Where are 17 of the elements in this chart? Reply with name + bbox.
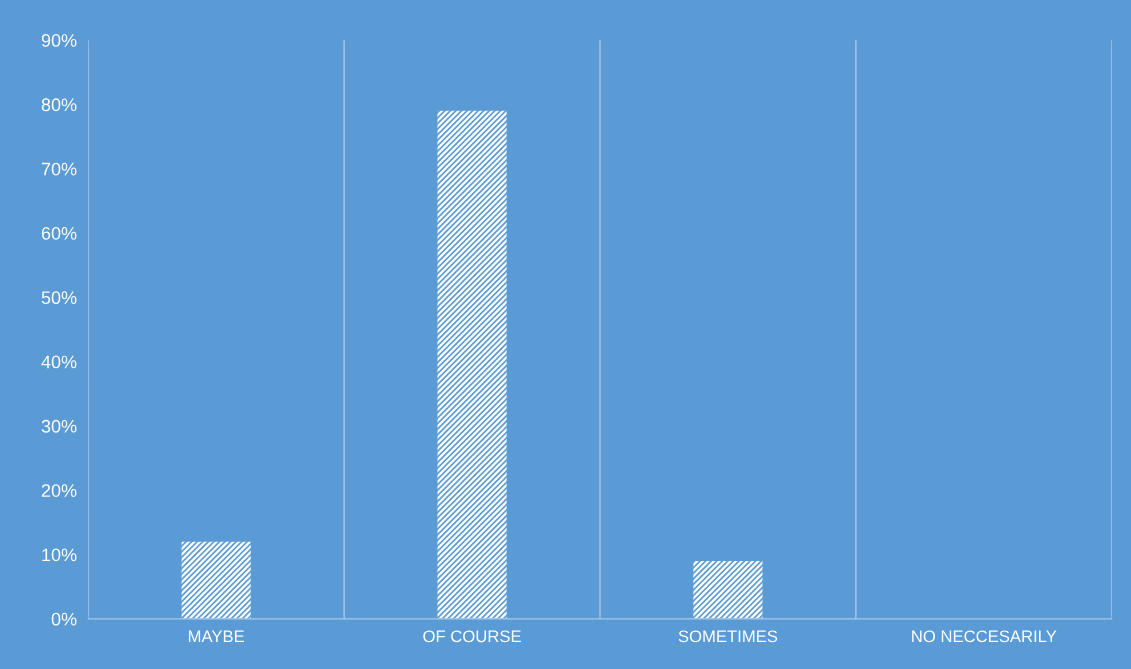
y-tick-label: 10% xyxy=(42,548,77,562)
bar xyxy=(437,110,507,619)
y-tick-label: 40% xyxy=(41,355,77,369)
y-tick-label: 20% xyxy=(41,484,77,497)
y-tick-label: 30% xyxy=(41,419,77,433)
bar xyxy=(181,541,251,619)
x-tick-label: SOMETIMES xyxy=(678,630,778,643)
bar xyxy=(693,560,763,619)
y-tick-label: 0% xyxy=(51,612,77,626)
y-tick-label: 70% xyxy=(41,162,77,176)
x-tick-label: OF COURSE xyxy=(423,630,521,643)
y-tick-label: 90% xyxy=(41,34,77,47)
y-tick-label: 80% xyxy=(41,98,77,112)
x-tick-label: MAYBE xyxy=(188,630,245,643)
x-tick-label: NO NECCESARILY xyxy=(912,630,1057,643)
y-tick-label: 50% xyxy=(41,291,77,305)
y-tick-label: 60% xyxy=(41,226,77,240)
